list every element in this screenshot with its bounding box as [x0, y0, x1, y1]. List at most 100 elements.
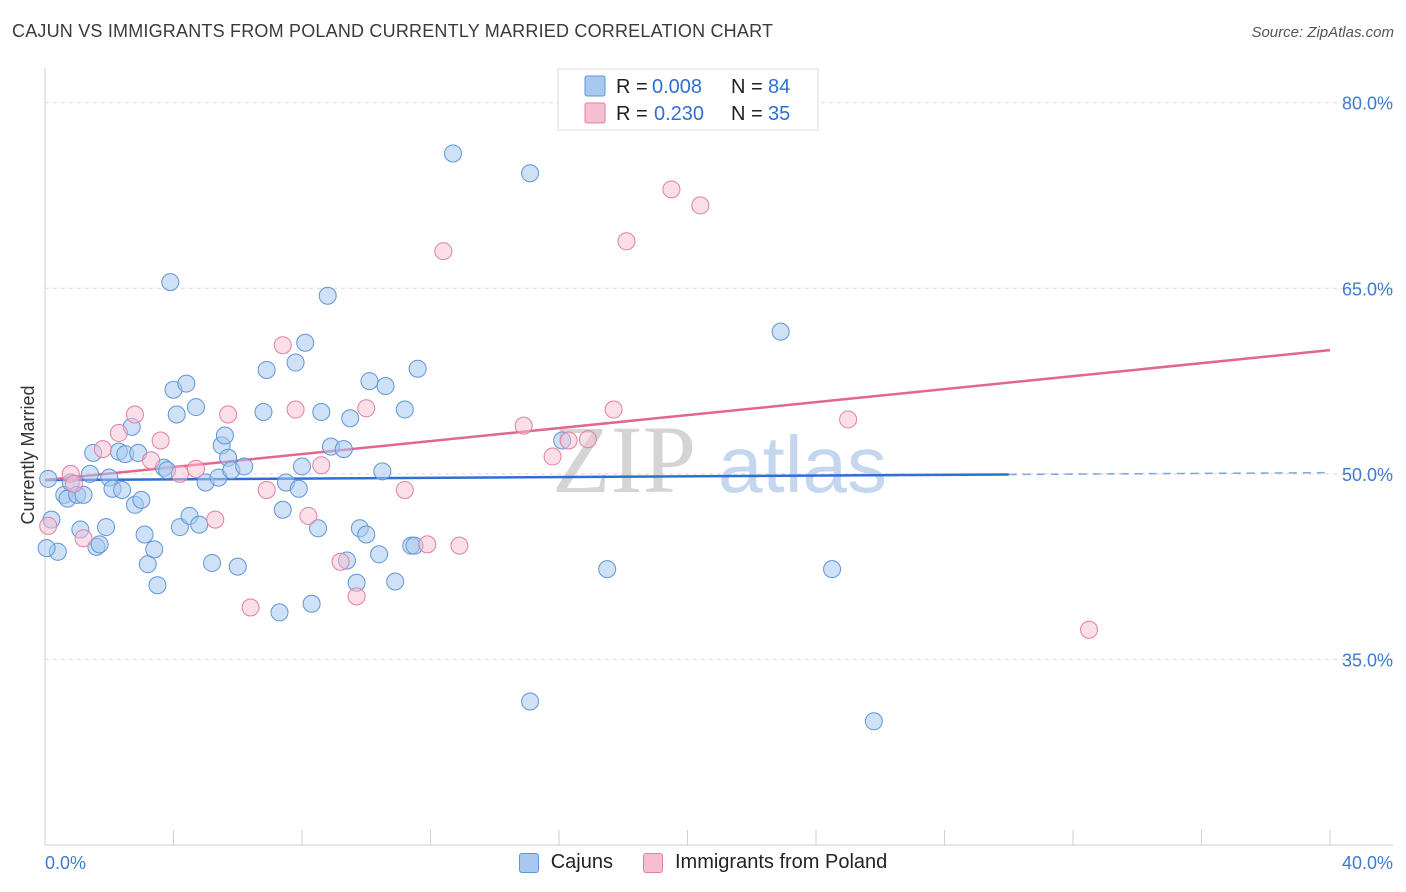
- poland-point: [299, 506, 318, 525]
- cajun-point: [376, 377, 395, 396]
- legend-cajun-swatch: [584, 75, 606, 97]
- poland-point: [286, 400, 305, 419]
- cajun-trend-line-extension: [1008, 471, 1331, 476]
- bottom-legend: Cajuns Immigrants from Poland: [0, 851, 1406, 874]
- cajun-point: [161, 273, 180, 292]
- legend-cajun-r-value: 0.008: [652, 76, 702, 98]
- poland-point: [514, 416, 533, 435]
- poland-point: [691, 196, 710, 215]
- poland-point: [434, 242, 453, 261]
- cajun-point: [235, 457, 254, 476]
- cajun-point: [97, 518, 116, 537]
- top-legend: R = 0.008 N = 84 R = 0.230 N = 35: [557, 68, 819, 131]
- poland-point: [151, 431, 170, 450]
- grid-lines: [45, 102, 1393, 660]
- cajun-point: [167, 405, 186, 424]
- cajun-point: [771, 322, 790, 341]
- cajun-point: [39, 469, 58, 488]
- x-tick-label-0: 0.0%: [45, 853, 86, 873]
- legend-poland-r-label: R =: [616, 103, 648, 125]
- cajun-point: [598, 560, 617, 579]
- cajun-point: [312, 403, 331, 422]
- y-tick-label-1: 50.0%: [1342, 465, 1393, 485]
- bottom-legend-poland: Immigrants from Poland: [642, 851, 888, 874]
- cajun-point: [296, 333, 315, 352]
- cajun-point: [273, 500, 292, 519]
- cajun-point: [318, 286, 337, 305]
- cajun-point: [386, 572, 405, 591]
- watermark-atlas: atlas: [718, 420, 887, 509]
- legend-poland-n-value: 35: [768, 103, 790, 125]
- cajun-point: [286, 353, 305, 372]
- cajun-point: [113, 480, 132, 499]
- cajun-points: [37, 144, 883, 731]
- poland-point: [170, 464, 189, 483]
- cajun-point: [254, 403, 273, 422]
- poland-swatch: [642, 852, 663, 873]
- poland-point: [219, 405, 238, 424]
- tick-labels: 35.0% 50.0% 65.0% 80.0% 0.0% 40.0%: [45, 94, 1393, 873]
- poland-point: [64, 474, 83, 493]
- poland-label: Immigrants from Poland: [674, 851, 888, 873]
- y-tick-label-0: 35.0%: [1342, 650, 1393, 670]
- cajun-point: [864, 712, 883, 731]
- cajun-point: [257, 360, 276, 379]
- poland-trend-line: [44, 348, 1331, 482]
- watermark: ZIP atlas: [552, 406, 887, 513]
- cajun-point: [132, 490, 151, 509]
- cajun-point: [80, 464, 99, 483]
- axes: [44, 68, 1393, 846]
- poland-point: [273, 336, 292, 355]
- poland-point: [109, 424, 128, 443]
- y-tick-label-2: 65.0%: [1342, 279, 1393, 299]
- cajun-point: [521, 692, 540, 711]
- bottom-legend-cajuns: Cajuns: [518, 851, 613, 874]
- cajun-point: [360, 372, 379, 391]
- y-axis-label: Currently Married: [18, 385, 38, 524]
- cajun-point: [37, 539, 56, 558]
- poland-point: [241, 598, 260, 617]
- poland-point: [450, 536, 469, 555]
- cajun-point: [90, 535, 109, 554]
- cajuns-swatch: [518, 852, 539, 873]
- cajun-point: [373, 462, 392, 481]
- cajun-point: [443, 144, 462, 163]
- cajun-point: [309, 519, 328, 538]
- poland-point: [142, 451, 161, 470]
- cajun-point: [135, 525, 154, 544]
- poland-point: [395, 480, 414, 499]
- poland-point: [1080, 620, 1099, 639]
- poland-point: [331, 552, 350, 571]
- poland-point: [257, 480, 276, 499]
- poland-point: [39, 516, 58, 535]
- cajun-point: [341, 409, 360, 428]
- legend-cajun-r-label: R =: [616, 76, 648, 98]
- watermark-zip: ZIP: [552, 406, 696, 513]
- poland-point: [93, 440, 112, 459]
- poland-point: [617, 232, 636, 251]
- cajun-point: [302, 594, 321, 613]
- cajun-point: [823, 560, 842, 579]
- poland-point: [604, 400, 623, 419]
- legend-cajun-n-value: 84: [768, 76, 790, 98]
- poland-point: [347, 587, 366, 606]
- cajun-point: [370, 545, 389, 564]
- cajun-point: [228, 557, 247, 576]
- poland-point: [559, 431, 578, 450]
- source-note: Source: ZipAtlas.com: [1251, 24, 1394, 41]
- cajun-point: [395, 400, 414, 419]
- legend-poland-swatch: [584, 102, 606, 124]
- poland-point: [206, 510, 225, 529]
- cajun-point: [148, 576, 167, 595]
- cajun-point: [408, 359, 427, 378]
- cajun-point: [270, 603, 289, 622]
- cajuns-label: Cajuns: [550, 851, 613, 873]
- legend-poland-n-label: N =: [731, 103, 763, 125]
- y-tick-label-3: 80.0%: [1342, 94, 1393, 114]
- cajun-point: [203, 553, 222, 572]
- cajun-point: [190, 515, 209, 534]
- chart-title: CAJUN VS IMMIGRANTS FROM POLAND CURRENTL…: [12, 21, 774, 41]
- cajun-point: [334, 440, 353, 459]
- legend-cajun-n-label: N =: [731, 76, 763, 98]
